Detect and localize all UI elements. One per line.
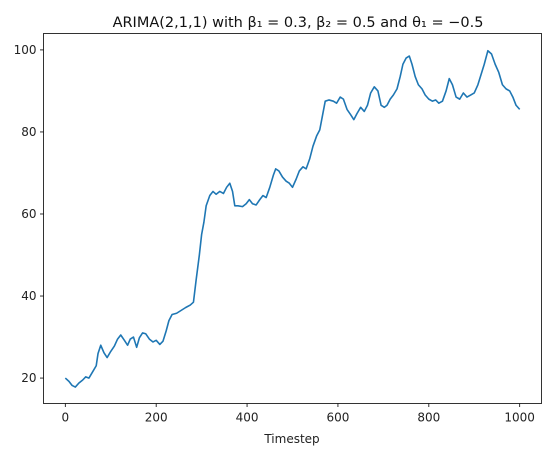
x-tick-label: 200 (145, 411, 168, 425)
y-axis-ticks: 20 40 60 80 100 (14, 43, 44, 385)
x-tick-label: 600 (326, 411, 349, 425)
plot-series (64, 49, 521, 388)
x-tick-label: 800 (417, 411, 440, 425)
x-tick-label: 0 (61, 411, 69, 425)
x-tick-label: 1000 (504, 411, 535, 425)
y-tick-label: 80 (21, 125, 36, 139)
y-tick-label: 40 (21, 289, 36, 303)
y-tick-label: 100 (14, 43, 37, 57)
y-tick-label: 60 (21, 207, 36, 221)
chart-title: ARIMA(2,1,1) with β₁ = 0.3, β₂ = 0.5 and… (113, 15, 484, 31)
plot-frame (43, 33, 542, 404)
y-tick-label: 20 (21, 371, 36, 385)
series-line (64, 49, 521, 388)
x-axis-label: Timestep (263, 432, 319, 446)
x-axis-ticks: 0 200 400 600 800 1000 (61, 403, 535, 425)
x-tick-label: 400 (236, 411, 259, 425)
